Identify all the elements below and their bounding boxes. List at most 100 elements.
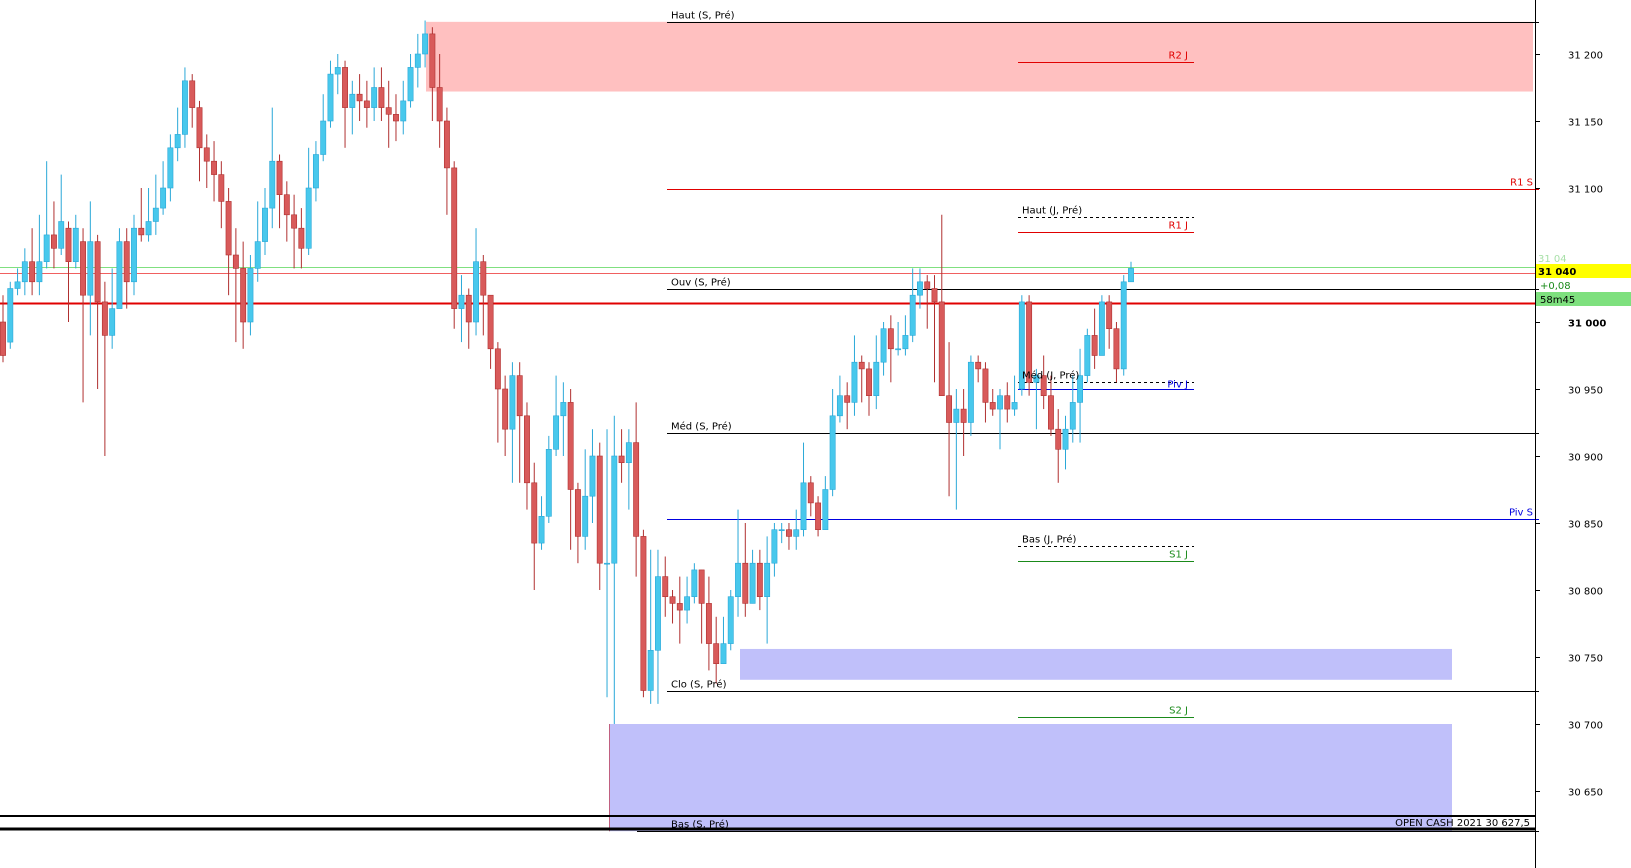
candle bbox=[1113, 322, 1120, 383]
candle-body-bear bbox=[196, 107, 203, 149]
candle bbox=[895, 322, 902, 356]
candle-body-bull bbox=[836, 395, 843, 417]
candle-body-bear bbox=[742, 562, 749, 604]
candle-body-bear bbox=[378, 87, 385, 108]
current-price-label: 31 040 bbox=[1538, 267, 1576, 278]
candle-body-bull bbox=[1018, 301, 1025, 390]
candle-body-bear bbox=[123, 241, 130, 283]
candle bbox=[225, 188, 232, 296]
candle-body-bull bbox=[21, 261, 28, 283]
candle-body-bear bbox=[524, 415, 530, 484]
candle-body-bull bbox=[895, 348, 902, 351]
candle bbox=[502, 375, 509, 456]
candle-body-bull bbox=[917, 281, 923, 296]
candle-body-bear bbox=[487, 294, 494, 350]
candle-body-bull bbox=[560, 402, 567, 417]
candle bbox=[822, 476, 829, 531]
candle-body-bull bbox=[822, 489, 829, 531]
candle bbox=[480, 255, 487, 336]
candle bbox=[203, 134, 210, 188]
candle-body-bear bbox=[283, 194, 290, 216]
candle-body-bear bbox=[298, 227, 305, 249]
candle bbox=[807, 476, 814, 517]
current-price-tag bbox=[1536, 264, 1631, 278]
candle bbox=[65, 221, 72, 322]
candle bbox=[567, 389, 574, 550]
candle-body-bear bbox=[531, 482, 538, 544]
candle-body-bull bbox=[7, 288, 14, 343]
candle bbox=[735, 509, 741, 617]
candle bbox=[553, 375, 560, 456]
candle bbox=[131, 214, 137, 296]
candle-body-bull bbox=[1062, 428, 1069, 450]
candle bbox=[771, 523, 778, 577]
candle-body-bear bbox=[1048, 395, 1054, 430]
candle bbox=[87, 201, 94, 336]
candle bbox=[371, 67, 378, 121]
candle bbox=[1011, 375, 1018, 416]
candle bbox=[458, 275, 465, 343]
axis-tick-label: 31 150 bbox=[1568, 118, 1603, 129]
candle-body-bull bbox=[422, 33, 429, 55]
candle-body-bull bbox=[997, 395, 1003, 410]
candle bbox=[218, 161, 225, 229]
candle bbox=[989, 389, 996, 416]
candle bbox=[851, 335, 858, 416]
candle bbox=[778, 523, 785, 544]
candle bbox=[36, 214, 43, 296]
candle bbox=[138, 188, 145, 242]
candle bbox=[545, 435, 552, 523]
candle bbox=[887, 315, 894, 383]
candle bbox=[574, 482, 581, 564]
candle bbox=[698, 569, 705, 644]
candle-body-bear bbox=[29, 261, 36, 283]
candle-body-bull bbox=[691, 569, 698, 598]
candle-body-bull bbox=[269, 160, 276, 209]
candle-body-bear bbox=[101, 301, 108, 336]
candle bbox=[1062, 415, 1069, 470]
candle-body-bear bbox=[232, 254, 239, 269]
bas-j-pre-label: Bas (J, Pré) bbox=[1022, 534, 1076, 546]
candle bbox=[451, 161, 458, 329]
candle bbox=[167, 134, 174, 202]
candle bbox=[829, 389, 836, 497]
candle bbox=[327, 60, 334, 128]
candle-body-bull bbox=[800, 482, 807, 530]
candle bbox=[793, 509, 800, 550]
candle bbox=[298, 208, 305, 269]
r1-s-label: R1 S bbox=[1510, 178, 1533, 189]
candle-body-bear bbox=[502, 388, 509, 430]
axis-tick-label: 30 950 bbox=[1568, 386, 1603, 397]
candle bbox=[283, 181, 290, 242]
candle bbox=[662, 556, 669, 617]
candle-body-bear bbox=[203, 147, 210, 162]
candle bbox=[531, 462, 538, 590]
candle-body-bull bbox=[727, 596, 734, 644]
candle bbox=[1120, 275, 1127, 376]
candle bbox=[29, 228, 36, 296]
med-s-pre-label: Méd (S, Pré) bbox=[671, 421, 732, 433]
candle bbox=[756, 549, 763, 611]
price-axis[interactable]: 31 200 31 150 31 100 31 000 30 950 30 900 30 8… bbox=[1535, 51, 1606, 799]
candle-body-bull bbox=[1077, 375, 1083, 403]
candle-body-bear bbox=[189, 80, 196, 108]
candle-body-bear bbox=[713, 643, 720, 664]
candle bbox=[58, 174, 65, 255]
candle-body-bear bbox=[989, 402, 996, 410]
candle bbox=[524, 402, 530, 510]
candle-body-bull bbox=[1033, 375, 1040, 383]
candle-body-bear bbox=[1091, 335, 1098, 356]
candle-body-bull bbox=[778, 529, 785, 532]
candle bbox=[596, 442, 603, 590]
candle-body-bull bbox=[43, 234, 50, 262]
candle bbox=[1091, 308, 1098, 369]
candle-body-bull bbox=[160, 187, 167, 209]
candle bbox=[80, 228, 86, 403]
candle-body-bear bbox=[465, 294, 472, 323]
candle-body-bear bbox=[786, 529, 792, 537]
candle-body-bull bbox=[371, 87, 378, 108]
candle bbox=[262, 188, 268, 255]
candle bbox=[880, 322, 887, 376]
candle-body-bull bbox=[545, 448, 552, 517]
